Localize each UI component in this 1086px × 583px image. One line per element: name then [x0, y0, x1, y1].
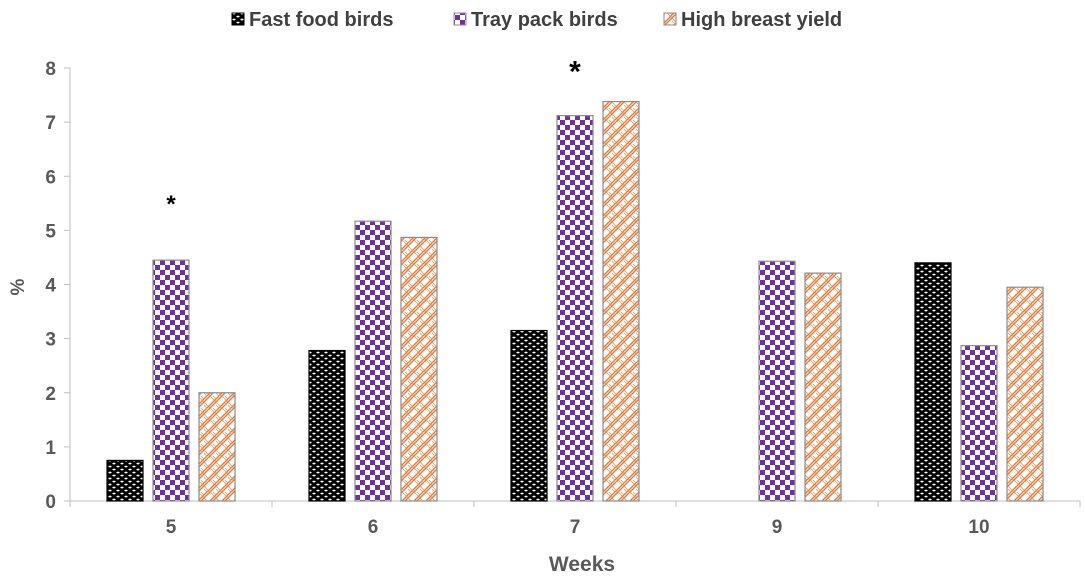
bar-fast-food-birds-week-6 — [308, 349, 346, 502]
bar-fast-food-birds-week-7 — [510, 329, 548, 502]
y-tick-label: 4 — [45, 276, 56, 297]
bar-tray-pack-birds-week-7 — [556, 115, 594, 502]
bar-fast-food-birds-week-5 — [106, 459, 144, 502]
legend-swatch-fast-food-birds — [231, 12, 245, 26]
y-tick-label: 3 — [45, 330, 56, 351]
bar-high-breast-yield-week-10 — [1006, 286, 1044, 502]
legend-label: High breast yield — [681, 9, 842, 31]
legend-label: Fast food birds — [249, 9, 393, 31]
y-axis: 0 1 2 3 4 5 6 7 8 — [45, 59, 71, 513]
x-axis-title: Weeks — [549, 553, 615, 576]
bar-high-breast-yield-week-7 — [602, 100, 640, 502]
significance-asterisk: * — [166, 191, 176, 218]
significance-asterisk: * — [569, 56, 581, 89]
bar-tray-pack-birds-week-10 — [960, 345, 998, 502]
y-tick-label: 5 — [45, 221, 56, 242]
bar-tray-pack-birds-week-6 — [354, 220, 392, 502]
y-tick-label: 1 — [45, 438, 56, 459]
bar-tray-pack-birds-week-9 — [758, 260, 796, 502]
bar-tray-pack-birds-week-5 — [152, 259, 190, 502]
annotations-group: ** — [166, 56, 581, 219]
x-tick-label: 6 — [368, 517, 379, 538]
legend-swatch-tray-pack-birds — [453, 12, 467, 26]
chart-legend: Fast food birds Tray pack birds High breas… — [231, 9, 842, 31]
bar-high-breast-yield-week-9 — [804, 272, 842, 502]
legend-swatch-high-breast-yield — [663, 12, 677, 26]
y-tick-label: 7 — [45, 113, 56, 134]
x-tick-label: 9 — [772, 517, 783, 538]
legend-label: Tray pack birds — [471, 9, 618, 31]
bar-fast-food-birds-week-10 — [914, 262, 952, 502]
y-tick-label: 2 — [45, 384, 56, 405]
bar-high-breast-yield-week-6 — [400, 236, 438, 502]
y-tick-label: 6 — [45, 167, 56, 188]
x-tick-label: 10 — [968, 517, 989, 538]
bars-group — [106, 100, 1044, 502]
x-tick-label: 5 — [166, 517, 177, 538]
x-tick-label: 7 — [570, 517, 581, 538]
y-tick-label: 8 — [45, 59, 56, 80]
x-axis: 5 6 7 9 10 — [69, 500, 1081, 538]
bar-high-breast-yield-week-5 — [198, 392, 236, 502]
y-axis-title: % — [8, 278, 29, 295]
y-tick-label: 0 — [45, 492, 56, 513]
